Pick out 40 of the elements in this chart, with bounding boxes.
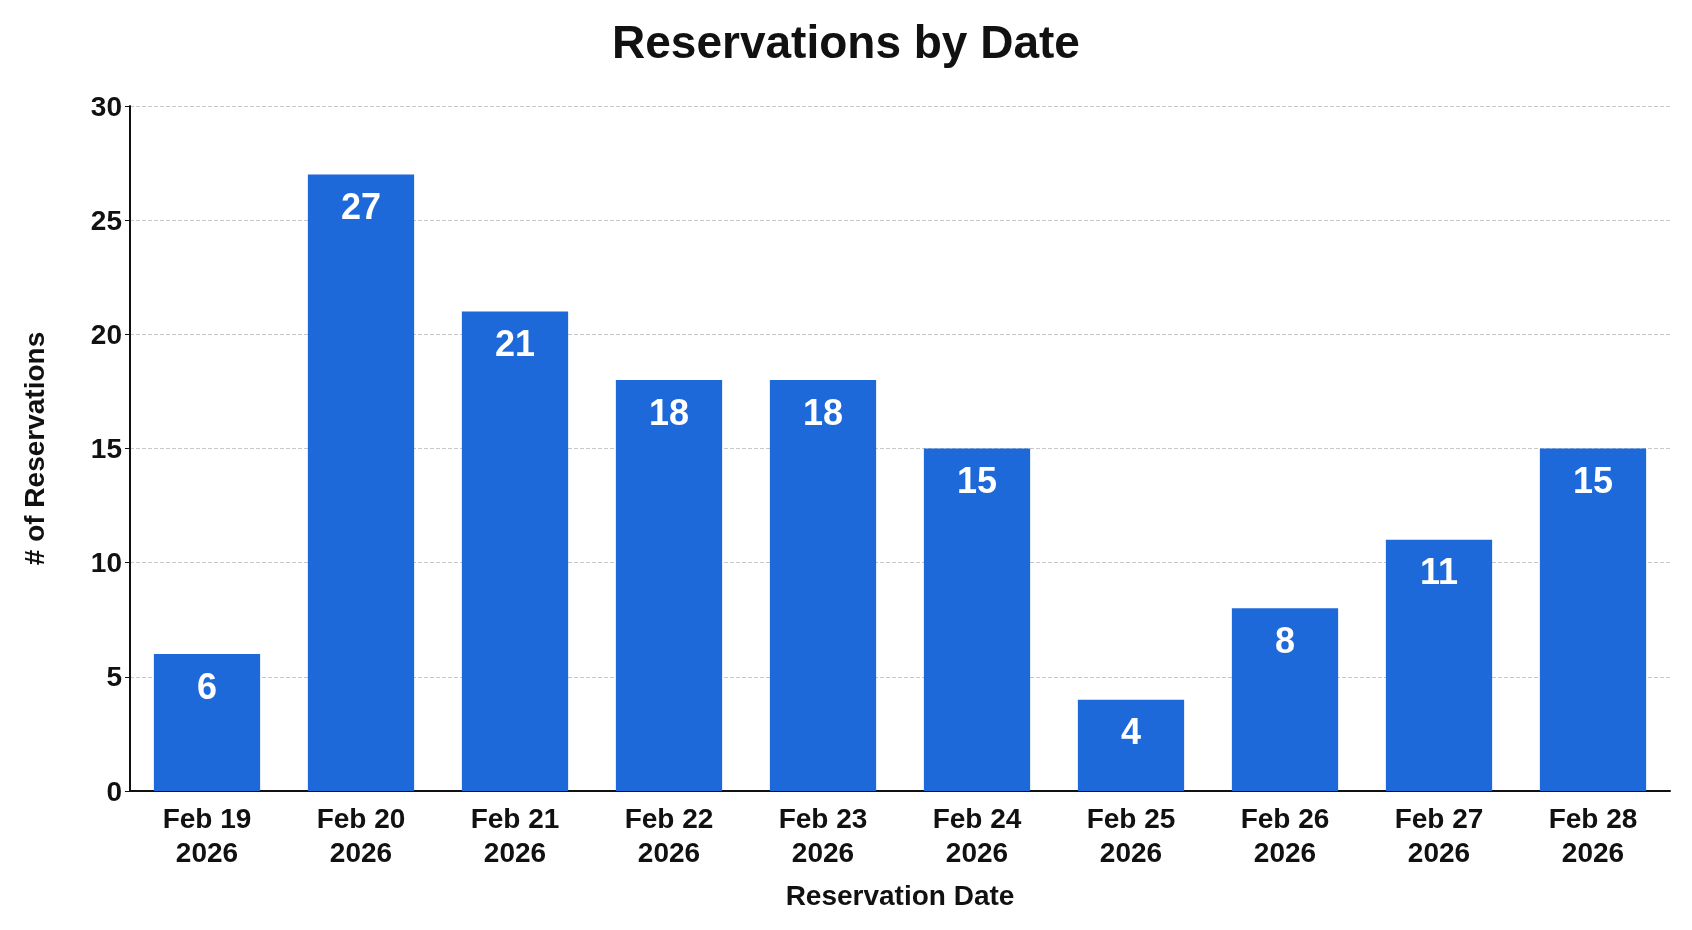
x-tick-label: Feb 20 2026 — [316, 802, 406, 868]
x-tick-label: Feb 19 2026 — [162, 802, 252, 868]
y-tick-label: 10 — [90, 547, 122, 579]
data-label: 8 — [1274, 619, 1296, 661]
y-tick-label: 20 — [90, 318, 122, 350]
data-label: 18 — [802, 391, 844, 433]
bar — [1539, 448, 1647, 791]
bar — [1231, 608, 1339, 791]
bar — [1385, 539, 1493, 791]
data-label: 21 — [494, 323, 536, 364]
x-tick-label: Feb 22 2026 — [624, 802, 714, 868]
bar — [615, 380, 723, 791]
bar — [461, 311, 569, 791]
data-label: 15 — [1572, 460, 1614, 501]
data-label: 15 — [956, 460, 998, 501]
data-label: 27 — [340, 186, 382, 227]
x-tick-label: Feb 25 2026 — [1086, 802, 1176, 868]
data-label: 18 — [648, 391, 690, 433]
x-tick-label: Feb 27 2026 — [1394, 802, 1484, 868]
x-tick-label: Feb 24 2026 — [932, 802, 1022, 868]
y-tick-label: 30 — [90, 90, 122, 122]
y-tick-label: 25 — [90, 204, 122, 236]
data-label: 11 — [1419, 551, 1459, 593]
x-tick-label: Feb 23 2026 — [778, 802, 868, 868]
data-label: 6 — [196, 665, 218, 707]
bar — [307, 174, 415, 791]
x-tick-label: Feb 26 2026 — [1240, 802, 1330, 868]
x-tick-label: Feb 28 2026 — [1548, 802, 1638, 868]
y-tick-label: 0 — [106, 775, 122, 807]
x-tick-label: Feb 21 2026 — [470, 802, 560, 868]
data-label: 4 — [1120, 711, 1142, 753]
y-tick-label: 15 — [90, 433, 122, 464]
x-axis-title: Reservation Date — [785, 879, 1015, 911]
bar — [769, 380, 877, 791]
y-tick-label: 5 — [106, 661, 122, 693]
bar — [1077, 699, 1185, 791]
chart-title: Reservations by Date — [612, 16, 1080, 68]
y-axis-title: # of Reservations — [18, 331, 50, 566]
bar — [923, 448, 1031, 791]
bar — [153, 654, 261, 791]
